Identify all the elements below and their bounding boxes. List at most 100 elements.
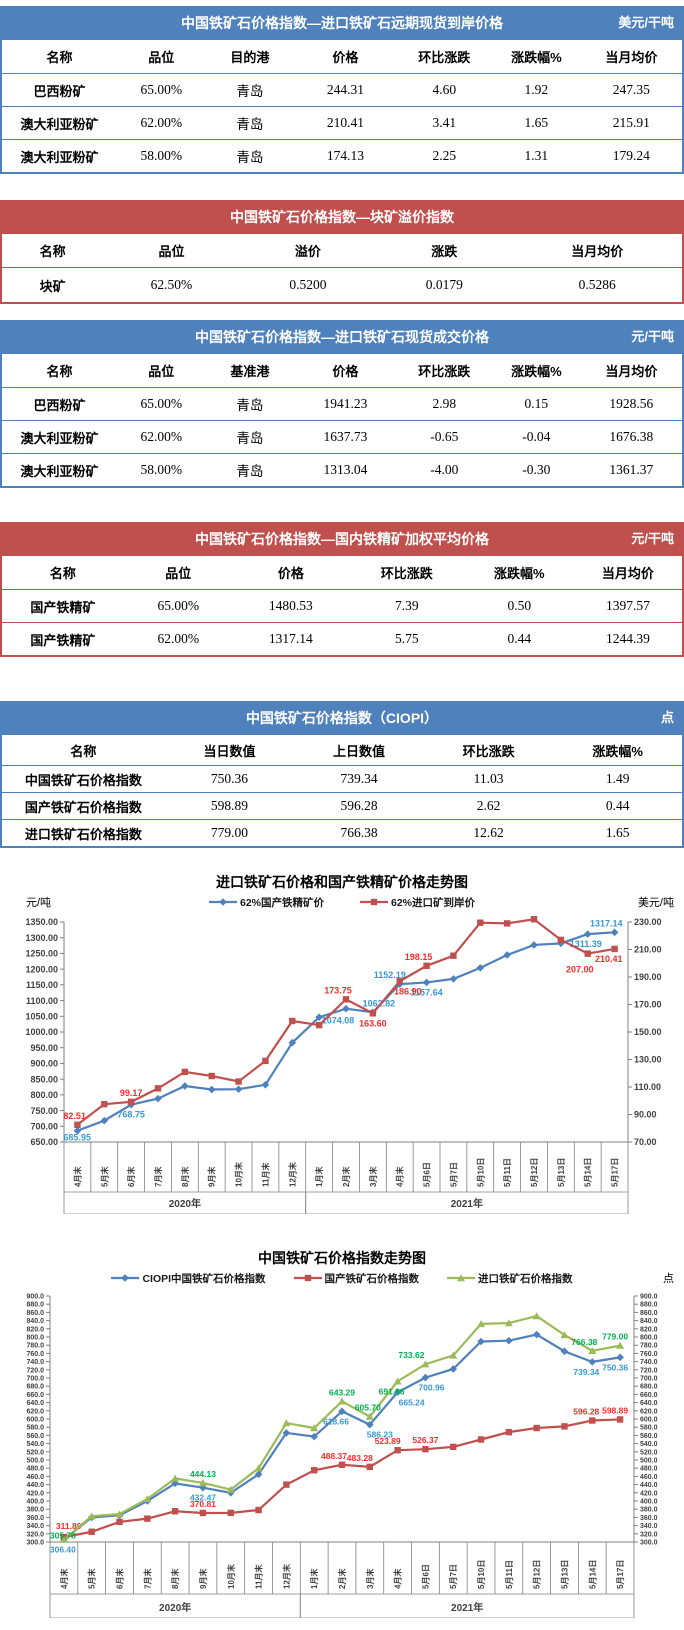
value-cell: 779.00 <box>164 819 295 848</box>
y-axis-tick-label: 340.0 <box>26 1523 44 1530</box>
data-point-label: 82.51 <box>63 1111 86 1121</box>
y-axis-tick-label: 900.0 <box>26 1294 44 1301</box>
x-axis-label: 5月末 <box>87 1569 97 1589</box>
row-name-cell: 巴西粉矿 <box>1 387 117 421</box>
value-cell: 青岛 <box>205 453 295 488</box>
price-table-2: 中国铁矿石价格指数—进口铁矿石现货成交价格 元/干吨 名称 品位 基准港 价格 环比涨跌 涨跌… <box>0 320 684 488</box>
data-point-marker <box>560 1347 569 1356</box>
table-row: 国产铁精矿 65.00% 1480.53 7.39 0.50 1397.57 <box>1 589 683 623</box>
y-axis-tick-label: 650.00 <box>30 1137 58 1147</box>
data-point-marker <box>342 996 350 1003</box>
x-axis-label: 4月末 <box>72 1167 82 1187</box>
column-header: 名称 <box>1 234 104 268</box>
value-cell: 1637.73 <box>294 420 397 454</box>
value-cell: 1.31 <box>492 139 581 174</box>
column-header: 名称 <box>1 735 165 766</box>
column-header: 品位 <box>116 40 206 74</box>
column-header: 品位 <box>103 234 240 268</box>
value-cell: 62.50% <box>103 267 240 304</box>
data-point-label: 370.81 <box>190 1499 216 1509</box>
data-point-label: 618.66 <box>323 1416 349 1426</box>
column-header: 涨跌幅% <box>492 354 581 388</box>
x-axis-label: 5月11日 <box>503 1158 512 1187</box>
value-cell: 766.38 <box>294 819 424 848</box>
data-point-marker <box>611 945 618 953</box>
table-header-row: 名称 品位 目的港 价格 环比涨跌 涨跌幅% 当月均价 <box>1 40 683 74</box>
data-point-marker <box>393 1377 402 1385</box>
row-name-cell: 国产铁精矿 <box>1 622 124 657</box>
row-name-cell: 巴西粉矿 <box>1 73 117 107</box>
data-point-marker <box>171 1474 180 1482</box>
chart-legend: CIOPI中国铁矿石价格指数 国产铁矿石价格指数 进口铁矿石价格指数 <box>111 1271 573 1286</box>
y-axis-tick-label: 440.0 <box>640 1482 658 1489</box>
chart-canvas: 300.0 320.0 340.0 360.0 380.0 400.0 420.0 440.0… <box>0 1288 684 1618</box>
y-axis-tick-label: 400.0 <box>26 1499 44 1506</box>
data-table: 名称 品位 价格 环比涨跌 涨跌幅% 当月均价 国产铁精矿 65.00% 1480.53 7.39… <box>0 556 684 657</box>
value-cell: 1.49 <box>553 765 683 793</box>
table-unit-label: 美元/干吨 <box>618 15 674 30</box>
column-header: 当月均价 <box>512 234 683 268</box>
y-axis-tick-label: 700.0 <box>640 1376 658 1383</box>
y-axis-tick-label: 360.0 <box>640 1515 658 1522</box>
x-axis-label: 6月末 <box>115 1569 125 1589</box>
value-cell: 247.35 <box>580 73 683 107</box>
value-cell: 739.34 <box>294 765 424 793</box>
legend-marker-icon <box>111 1274 140 1282</box>
value-cell: 750.36 <box>164 765 295 793</box>
y-axis-tick-label: 230.00 <box>634 917 662 927</box>
y-axis-tick-label: 380.0 <box>640 1507 658 1514</box>
data-point-marker <box>530 941 538 949</box>
data-point-marker <box>589 1417 596 1424</box>
legend-label: 62%国产铁精矿价 <box>239 896 324 909</box>
y-axis-tick-label: 840.0 <box>640 1318 658 1325</box>
row-name-cell: 块矿 <box>1 267 104 304</box>
data-point-marker <box>584 950 591 957</box>
y-axis-tick-label: 860.0 <box>640 1310 658 1317</box>
column-header: 名称 <box>1 354 117 388</box>
legend-item: 进口铁矿石价格指数 <box>447 1271 573 1286</box>
legend-item: 62%进口矿到岸价 <box>360 895 475 910</box>
data-table: 名称 品位 溢价 涨跌 当月均价 块矿 62.50% 0.5200 0.0179 0.5286 <box>0 234 684 304</box>
price-table-0: 中国铁矿石价格指数—进口铁矿石远期现货到岸价格 美元/干吨 名称 品位 目的港 价格 环比涨… <box>0 6 684 174</box>
table-row: 澳大利亚粉矿 62.00% 青岛 1637.73 -0.65 -0.04 1676.38 <box>1 420 683 454</box>
data-point-marker <box>226 1485 235 1493</box>
column-header: 当日数值 <box>164 735 295 766</box>
y-axis-tick-label: 680.0 <box>640 1384 658 1391</box>
price-table-4: 中国铁矿石价格指数（CIOPI）点名称 当日数值 上日数值 环比涨跌 涨跌幅% 中国铁矿石… <box>0 701 684 848</box>
value-cell: 1.65 <box>492 106 581 140</box>
column-header: 溢价 <box>239 234 377 268</box>
data-point-marker <box>59 1535 68 1543</box>
data-point-marker <box>234 1085 243 1093</box>
x-axis-label: 5月6日 <box>421 1564 430 1589</box>
x-axis-label: 11月末 <box>254 1565 264 1589</box>
data-point-marker <box>422 1445 429 1453</box>
legend-marker-icon <box>208 898 237 906</box>
value-cell: 215.91 <box>580 106 683 140</box>
y-axis-tick-label: 420.0 <box>640 1490 658 1497</box>
y-axis-tick-label: 640.0 <box>26 1400 44 1407</box>
data-point-label: 488.37 <box>321 1451 347 1461</box>
data-point-label: 526.37 <box>412 1435 438 1445</box>
row-name-cell: 中国铁矿石价格指数 <box>1 765 165 793</box>
data-point-marker <box>422 978 431 987</box>
data-point-marker <box>288 1038 297 1047</box>
data-point-marker <box>532 1312 541 1320</box>
data-point-marker <box>208 1072 215 1080</box>
y-axis-tick-label: 480.0 <box>26 1466 44 1473</box>
data-point-marker <box>450 1443 457 1451</box>
value-cell: 1361.37 <box>580 453 683 488</box>
value-cell: 1244.39 <box>573 622 683 657</box>
x-axis-label: 10月末 <box>226 1564 236 1589</box>
y-axis-tick-label: 950.00 <box>30 1043 58 1053</box>
data-point-marker <box>477 1320 486 1328</box>
data-point-marker <box>310 1424 319 1432</box>
x-axis-label: 5月7日 <box>449 1564 458 1589</box>
data-point-label: 691.96 <box>379 1386 405 1396</box>
y-axis-tick-label: 820.0 <box>26 1326 44 1333</box>
price-table-1: 中国铁矿石价格指数—块矿溢价指数 名称 品位 溢价 涨跌 当月均价 块矿 62.50% 0.52… <box>0 200 684 304</box>
legend-marker <box>121 1274 130 1282</box>
data-point-marker <box>477 1436 485 1443</box>
data-point-label: 432.47 <box>190 1493 216 1503</box>
value-cell: 174.13 <box>294 139 397 174</box>
data-point-marker <box>88 1528 95 1535</box>
